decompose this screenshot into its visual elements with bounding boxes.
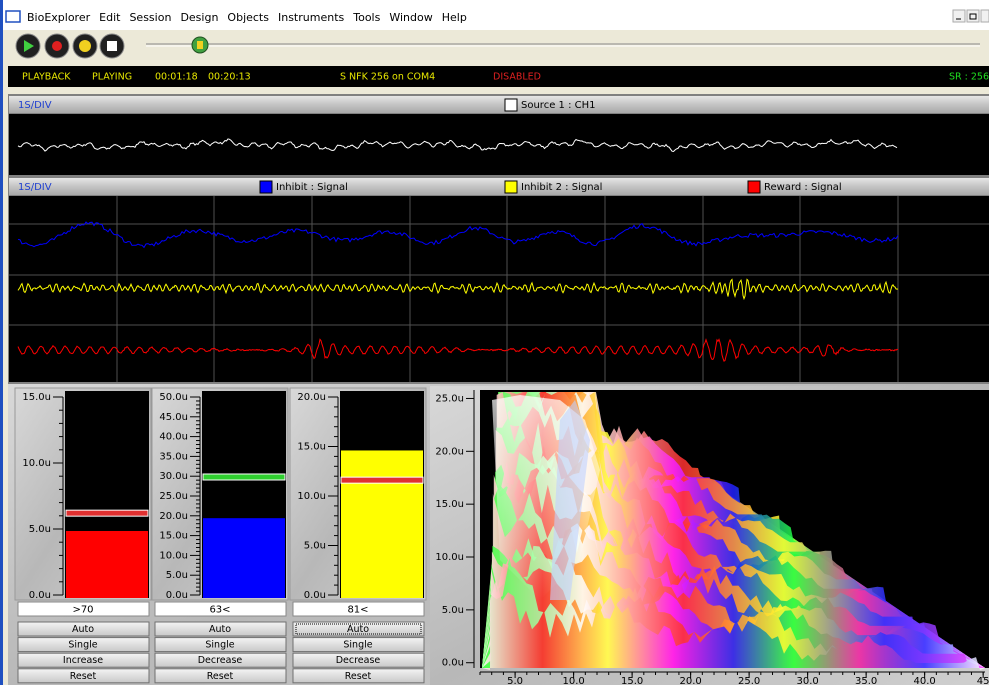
toolbar <box>3 30 989 64</box>
tick-label: 15.0u <box>297 442 326 453</box>
tick-label: 10.0u <box>435 552 464 563</box>
tick-label: 10.0u <box>159 550 188 561</box>
menu-item[interactable]: Edit <box>99 11 121 24</box>
position-thumb-icon <box>197 41 203 49</box>
tick-label: 10.0u <box>297 491 326 502</box>
legend: Inhibit : Signal Inhibit 2 : Signal Reward… <box>260 181 842 193</box>
timebase-label: 1S/DIV <box>18 182 52 193</box>
app-icon <box>6 11 20 22</box>
tick-label: 40.0 <box>914 676 936 685</box>
tick-label: 10.0u <box>22 458 51 469</box>
button-label[interactable]: Reset <box>70 671 97 682</box>
readout: >70 <box>72 605 93 616</box>
tick-label: 20.0u <box>435 446 464 457</box>
button-label[interactable]: Single <box>205 640 234 651</box>
minimize-button[interactable] <box>953 10 965 22</box>
menu-item[interactable]: Session <box>129 11 171 24</box>
menu-item[interactable]: Design <box>180 11 218 24</box>
tick-label: 20.0 <box>679 676 701 685</box>
menu-item[interactable]: Window <box>389 11 432 24</box>
window-border <box>0 0 3 685</box>
raw-panel-header <box>9 96 989 113</box>
tick-label: 40.0u <box>159 432 188 443</box>
tick-label: 25.0 <box>738 676 760 685</box>
tick-label: 20.0u <box>159 511 188 522</box>
status-feedback: DISABLED <box>493 72 541 83</box>
close-button[interactable] <box>981 10 989 22</box>
tick-label: 25.0u <box>159 491 188 502</box>
status-total: 00:20:13 <box>208 72 251 83</box>
legend-label: Reward : Signal <box>764 182 842 193</box>
button-label[interactable]: Reset <box>207 671 234 682</box>
legend-swatch <box>505 99 517 111</box>
stop-icon <box>107 41 117 51</box>
button-label[interactable]: Auto <box>209 624 231 635</box>
tick-label: 20.0u <box>297 392 326 403</box>
tick-label: 30.0 <box>796 676 818 685</box>
status-mode: PLAYBACK <box>22 72 71 83</box>
timebase-label: 1S/DIV <box>18 100 52 111</box>
menu-item[interactable]: Instruments <box>278 11 345 24</box>
app-window: BioExplorer Edit Session Design Objects Instr… <box>0 0 989 685</box>
status-elapsed: 00:01:18 <box>155 72 198 83</box>
button-label[interactable]: Increase <box>63 655 103 666</box>
threshold-line <box>341 477 423 483</box>
legend-swatch <box>748 181 760 193</box>
readout: 81< <box>347 605 368 616</box>
menu-item[interactable]: Tools <box>352 11 380 24</box>
tick-label: 5.0u <box>166 570 188 581</box>
tick-label: 35.0u <box>159 451 188 462</box>
legend-label: Inhibit 2 : Signal <box>521 182 602 193</box>
threshold-meters: 0.0u 5.0u 10.0u 15.0u >70 Auto Single Increase R… <box>15 388 426 683</box>
button-label[interactable]: Reset <box>345 671 372 682</box>
button-label[interactable]: Decrease <box>198 655 243 666</box>
legend-swatch <box>505 181 517 193</box>
tick-label: 30.0u <box>159 471 188 482</box>
tick-label: 10.0 <box>562 676 584 685</box>
tick-label: 45 <box>977 676 989 685</box>
legend-label: Source 1 : CH1 <box>521 100 595 111</box>
tick-label: 35.0 <box>855 676 877 685</box>
menu-item[interactable]: Help <box>442 11 467 24</box>
spectrum-3d: 0.0u 5.0u 10.0u 15.0u 20.0u 25.0u 5.0 10.0 15.0 2… <box>430 386 989 685</box>
tick-label: 15.0u <box>159 531 188 542</box>
tick-label: 25.0u <box>435 393 464 404</box>
status-device: S NFK 256 on COM4 <box>340 72 435 83</box>
status-sample-rate: SR : 256 <box>949 72 989 83</box>
tick-label: 15.0u <box>22 392 51 403</box>
tick-label: 45.0u <box>159 412 188 423</box>
tick-label: 5.0 <box>507 676 523 685</box>
threshold-line <box>66 510 148 516</box>
tick-label: 15.0 <box>621 676 643 685</box>
tick-label: 15.0u <box>435 499 464 510</box>
pause-icon <box>79 40 91 52</box>
tick-label: 5.0u <box>442 605 464 616</box>
button-label[interactable]: Single <box>343 640 372 651</box>
legend-swatch <box>260 181 272 193</box>
meter-level <box>341 450 423 598</box>
readout: 63< <box>209 605 230 616</box>
button-label[interactable]: Auto <box>347 624 369 635</box>
window-controls <box>953 10 989 22</box>
tick-label: 5.0u <box>304 541 326 552</box>
record-icon <box>52 41 62 51</box>
tick-label: 0.0u <box>166 590 188 601</box>
menu-item[interactable]: BioExplorer <box>27 11 91 24</box>
threshold-line <box>203 474 285 480</box>
filter-panel-header <box>9 178 989 195</box>
tick-label: 0.0u <box>442 658 464 669</box>
tick-label: 0.0u <box>29 590 51 601</box>
tick-label: 0.0u <box>304 590 326 601</box>
tick-label: 50.0u <box>159 392 188 403</box>
meter-level <box>203 518 285 598</box>
tick-label: 5.0u <box>29 524 51 535</box>
button-label[interactable]: Auto <box>72 624 94 635</box>
button-label[interactable]: Single <box>68 640 97 651</box>
restore-button[interactable] <box>967 10 979 22</box>
meter-level <box>66 531 148 598</box>
button-label[interactable]: Decrease <box>336 655 381 666</box>
menu-item[interactable]: Objects <box>227 11 269 24</box>
legend-label: Inhibit : Signal <box>276 182 348 193</box>
status-state: PLAYING <box>92 72 132 83</box>
